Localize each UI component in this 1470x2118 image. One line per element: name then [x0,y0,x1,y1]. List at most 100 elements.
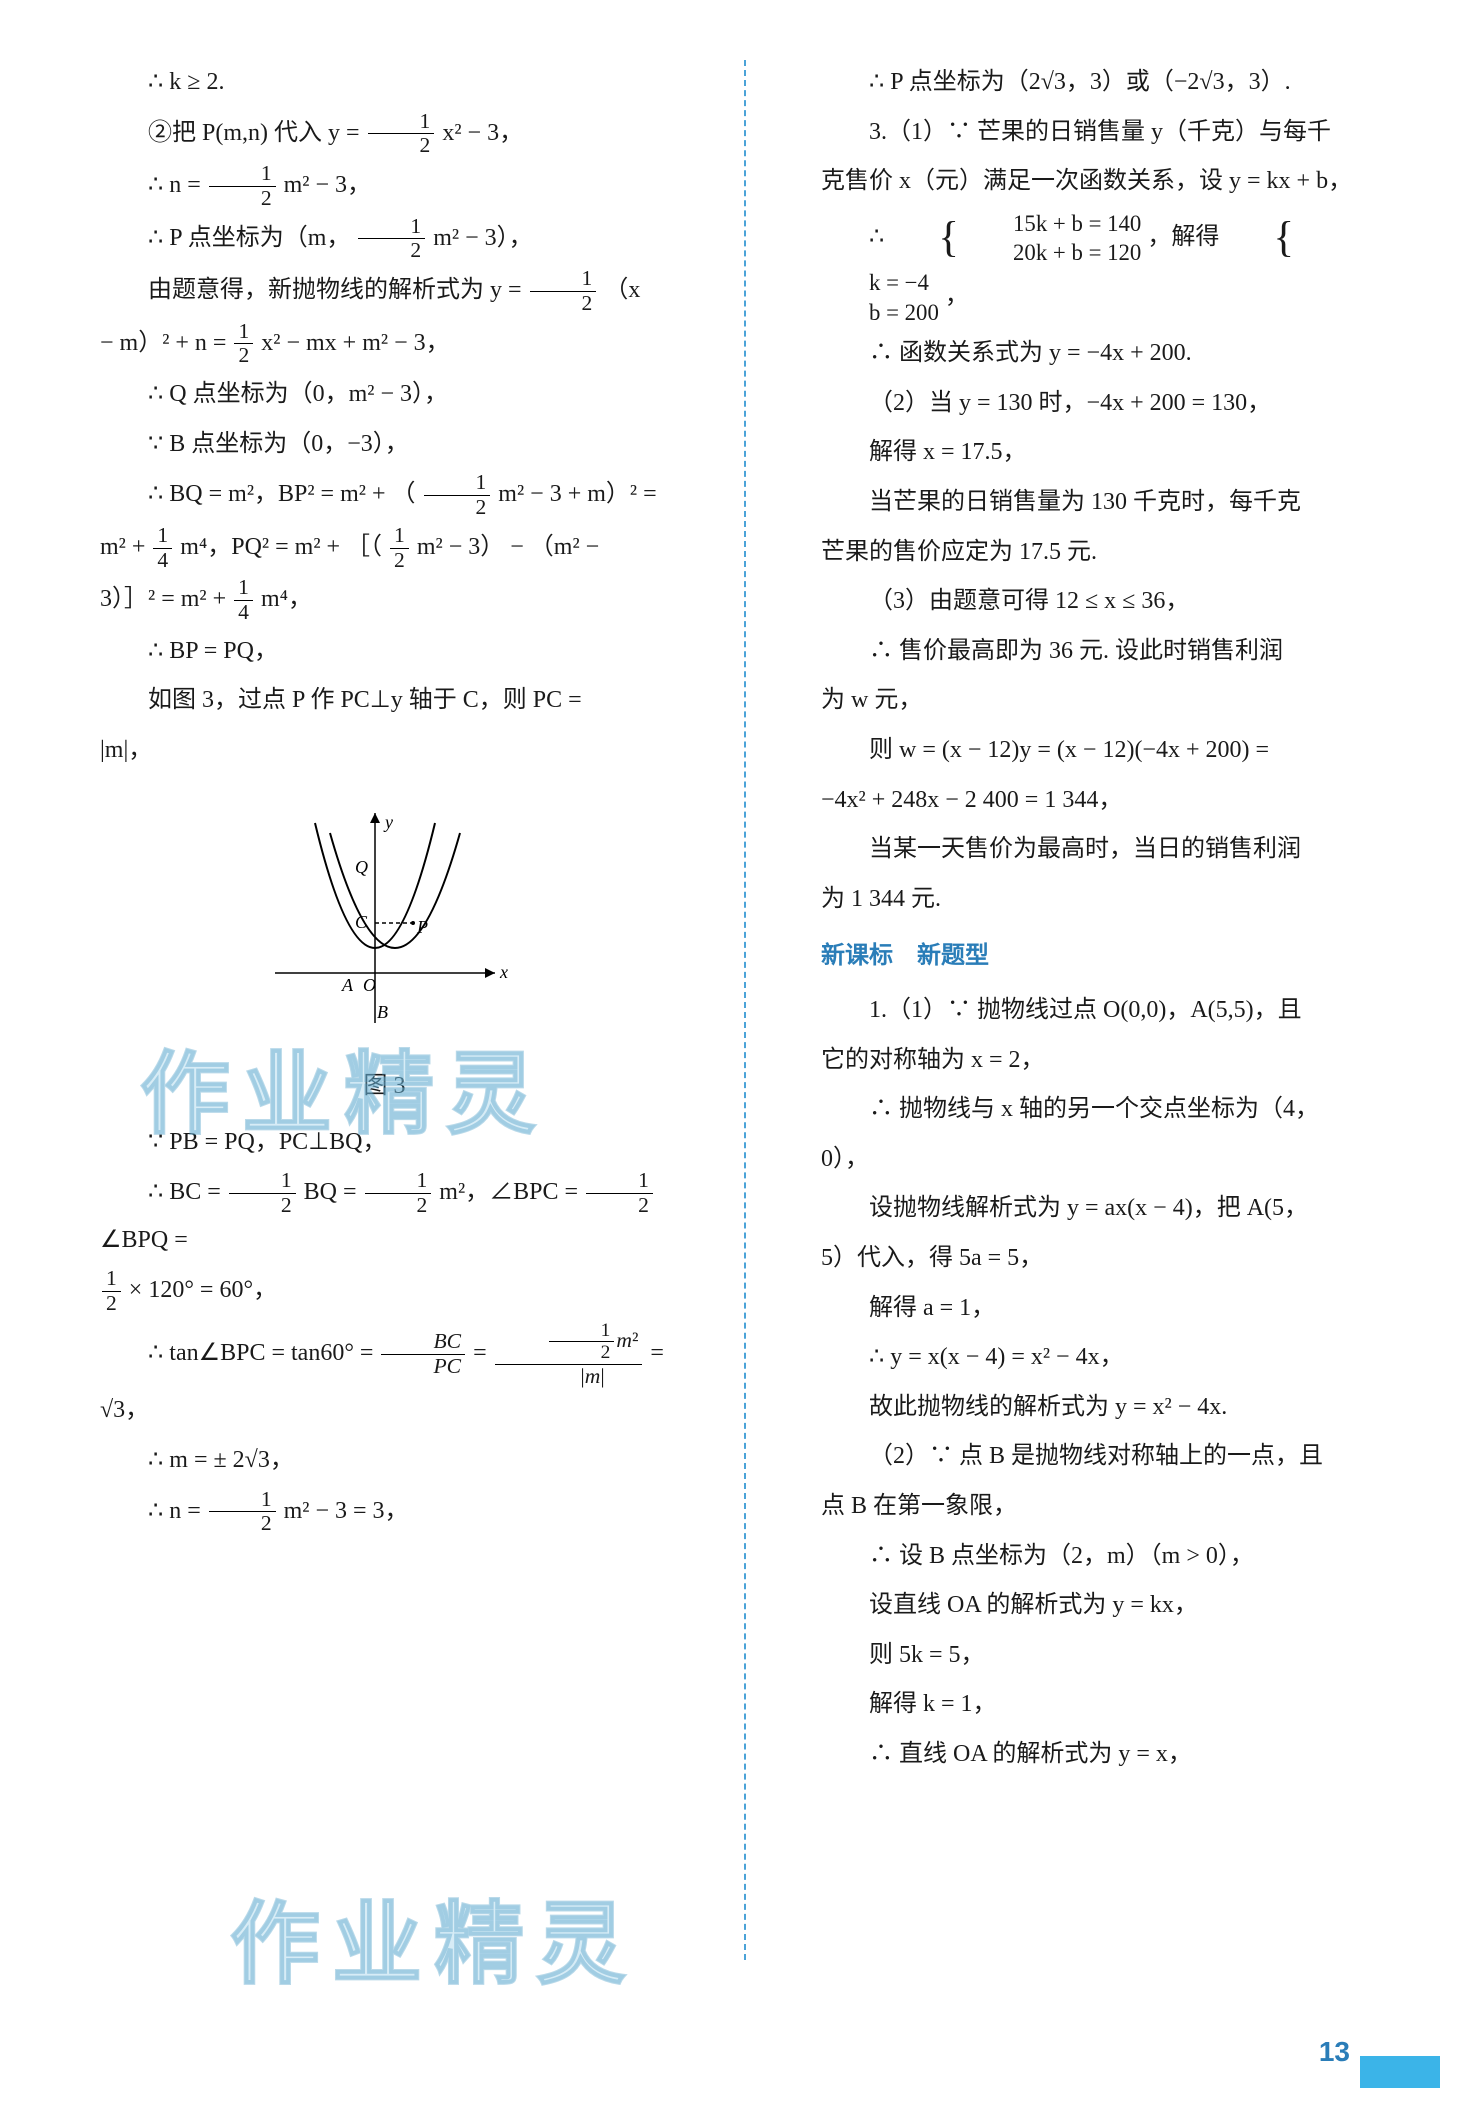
sys-row: k = −4 [821,268,939,298]
math-text: − m）² + n = [100,329,232,355]
math-text: 1.（1）∵ 抛物线过点 O(0,0)，A(5,5)，且 [869,997,1302,1023]
text-line: 如图 3，过点 P 作 PC⊥y 轴于 C，则 PC = [100,678,669,724]
math-text: 3）］² = m² + [100,586,232,612]
math-text: 点 B 在第一象限， [821,1493,1017,1519]
math-text: ∴ 直线 OA 的解析式为 y = x， [869,1741,1192,1767]
math-text: = [473,1340,493,1366]
math-text: m² − 3 = 3， [284,1497,409,1523]
text-line: 点 B 在第一象限， [821,1484,1390,1530]
math-text: ∴ P 点坐标为（2√3，3）或（−2√3，3）. [869,69,1291,95]
math-text: m⁴，PQ² = m² + ［（ [180,534,382,560]
svg-text:A: A [341,975,354,995]
math-text: 3.（1）∵ 芒果的日销售量 y（千克）与每千 [869,119,1331,145]
math-text: ∴ n = [148,1497,207,1523]
math-text: （2）当 y = 130 时，−4x + 200 = 130， [869,390,1271,416]
fraction: 12 [530,267,597,316]
math-text: ∴ BP = PQ， [148,638,278,664]
fraction: 12 [234,320,253,369]
text-line: ∴ 售价最高即为 36 元. 设此时销售利润 [821,629,1390,675]
text-line: ∵ PB = PQ，PC⊥BQ， [100,1120,669,1166]
math-text: ∴ m = ± 2√3， [148,1447,294,1473]
parabola-diagram: y x Q C P A O B [255,793,515,1043]
text-line: 解得 a = 1， [821,1286,1390,1332]
page-number-bar [1360,2056,1440,2088]
text-line: ∴ 函数关系式为 y = −4x + 200. [821,331,1390,377]
text-line: 故此抛物线的解析式为 y = x² − 4x. [821,1385,1390,1431]
text-line: ∴ 设 B 点坐标为（2，m）（m > 0）， [821,1534,1390,1580]
math-text: 它的对称轴为 x = 2， [821,1047,1045,1073]
svg-text:B: B [377,1002,388,1022]
fraction: 14 [153,524,172,573]
text-line: 它的对称轴为 x = 2， [821,1038,1390,1084]
math-text: |m|， [100,737,152,763]
math-text: ∵ PB = PQ，PC⊥BQ， [148,1129,386,1155]
column-divider [744,60,746,1960]
fraction: 12 [209,162,276,211]
text-line: ∴ P 点坐标为（2√3，3）或（−2√3，3）. [821,60,1390,106]
text-line: ∴ n = 12 m² − 3 = 3， [100,1488,669,1537]
text-line: 设直线 OA 的解析式为 y = kx， [821,1583,1390,1629]
figure-label: 图 3 [100,1064,669,1110]
math-text: ∴ 设 B 点坐标为（2，m）（m > 0）， [869,1543,1254,1569]
text-line: 则 w = (x − 12)y = (x − 12)(−4x + 200) = [821,728,1390,774]
text-line: ∴ P 点坐标为（m， 12 m² − 3）， [100,215,669,264]
text-line: 当芒果的日销售量为 130 千克时，每千克 [821,480,1390,526]
math-text: （3）由题意可得 12 ≤ x ≤ 36， [869,588,1189,614]
text-line: ∴ y = x(x − 4) = x² − 4x， [821,1335,1390,1381]
text-line: 1.（1）∵ 抛物线过点 O(0,0)，A(5,5)，且 [821,988,1390,1034]
fraction: 12m²|m| [495,1320,643,1389]
math-text: 当某一天售价为最高时，当日的销售利润 [869,836,1301,862]
svg-text:y: y [383,812,393,832]
math-text: 5）代入，得 5a = 5， [821,1245,1043,1271]
sys-row: b = 200 [821,298,939,328]
text-line: 克售价 x（元）满足一次函数关系，设 y = kx + b， [821,159,1390,205]
math-text: 芒果的售价应定为 17.5 元. [821,539,1097,565]
math-text: 克售价 x（元）满足一次函数关系，设 y = kx + b， [821,168,1352,194]
math-text: ∴ P 点坐标为（m， [148,224,350,250]
text-line: ∴ 直线 OA 的解析式为 y = x， [821,1732,1390,1778]
text-line: 3.（1）∵ 芒果的日销售量 y（千克）与每千 [821,110,1390,156]
math-text: （2）∵ 点 B 是抛物线对称轴上的一点，且 [869,1443,1323,1469]
page-number: 13 [1319,2025,1350,2078]
text-line: ∴ m = ± 2√3， [100,1438,669,1484]
text-line: 3）］² = m² + 14 m⁴， [100,576,669,625]
text-line: 12 × 120° = 60°， [100,1267,669,1316]
text-line: ∴ BC = 12 BQ = 12 m²，∠BPC = 12 ∠BPQ = [100,1169,669,1263]
text-line: ∴ Q 点坐标为（0，m² − 3）， [100,372,669,418]
text-line: 芒果的售价应定为 17.5 元. [821,530,1390,576]
fraction: 12 [368,110,435,159]
math-text: 解得 a = 1， [869,1295,995,1321]
math-text: 解得 k = 1， [869,1691,997,1717]
text-line: （3）由题意可得 12 ≤ x ≤ 36， [821,579,1390,625]
text-line: ②把 P(m,n) 代入 y = 12 x² − 3， [100,110,669,159]
text-line: 5）代入，得 5a = 5， [821,1236,1390,1282]
math-text: ∴ 抛物线与 x 轴的另一个交点坐标为（4， [869,1096,1319,1122]
left-column: ∴ k ≥ 2. ②把 P(m,n) 代入 y = 12 x² − 3， ∴ n… [100,60,689,1960]
text-line: 解得 k = 1， [821,1682,1390,1728]
math-text: 则 w = (x − 12)y = (x − 12)(−4x + 200) = [869,737,1269,763]
math-text: 0）， [821,1146,869,1172]
math-text: （x [604,277,640,303]
fraction: 12 [229,1169,296,1218]
text-line: ∴ k ≥ 2. [100,60,669,106]
math-text: ∴ y = x(x − 4) = x² − 4x， [869,1344,1124,1370]
equation-system: k = −4 b = 200 [821,268,939,327]
math-text: 解得 x = 17.5， [869,439,1027,465]
text-line: ∴ { 15k + b = 140 20k + b = 120 ，解得 { k … [821,209,1390,328]
math-text: 故此抛物线的解析式为 y = x² − 4x. [869,1394,1227,1420]
section-heading: 新课标 新题型 [821,934,1390,980]
math-text: ∵ B 点坐标为（0，−3）， [148,431,409,457]
text-line: ∴ n = 12 m² − 3， [100,162,669,211]
math-text: x² − 3， [442,119,523,145]
math-text: 则 5k = 5， [869,1642,985,1668]
text-line: 当某一天售价为最高时，当日的销售利润 [821,827,1390,873]
math-text: −4x² + 248x − 2 400 = 1 344， [821,787,1122,813]
math-text: ∴ BC = [148,1179,227,1205]
brace-icon: { [1225,219,1294,258]
sys-row: 15k + b = 140 [965,209,1141,239]
math-text: 当芒果的日销售量为 130 千克时，每千克 [869,489,1301,515]
math-text: ，解得 [1147,224,1219,250]
math-text: 为 1 344 元. [821,886,941,912]
fraction: 12 [365,1169,432,1218]
svg-text:P: P [416,917,428,937]
